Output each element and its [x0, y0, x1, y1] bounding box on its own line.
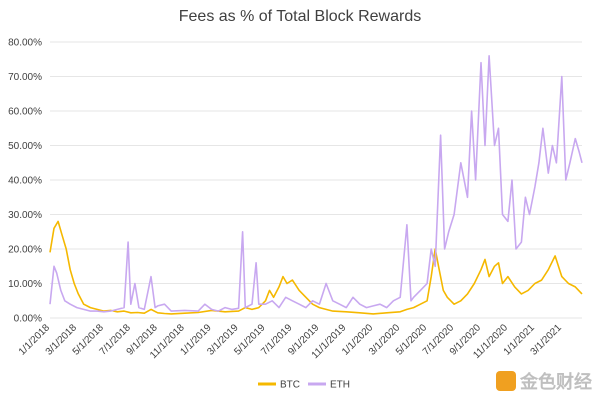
y-tick-label: 0.00%: [14, 314, 42, 325]
y-tick-label: 10.00%: [8, 279, 42, 290]
y-tick-label: 20.00%: [8, 245, 42, 256]
watermark-logo-icon: [496, 371, 516, 391]
chart-title: Fees as % of Total Block Rewards: [178, 8, 422, 25]
y-tick-label: 40.00%: [8, 176, 42, 187]
series-line-eth: [49, 55, 583, 313]
y-tick-label: 30.00%: [8, 210, 42, 221]
legend: BTC ETH: [258, 380, 350, 391]
y-tick-label: 70.00%: [8, 72, 42, 83]
series-line-btc: [49, 220, 583, 315]
y-tick-label: 60.00%: [8, 107, 42, 118]
series-layer: [49, 55, 583, 315]
watermark-text: 金色财经: [520, 372, 592, 393]
grid-lines: [50, 41, 582, 319]
legend-label-btc: BTC: [280, 380, 300, 391]
x-axis-labels: 1/1/20183/1/20185/1/20187/1/20189/1/2018…: [17, 322, 564, 361]
y-tick-label: 50.00%: [8, 141, 42, 152]
legend-label-eth: ETH: [330, 380, 350, 391]
y-axis-labels: 0.00% 10.00% 20.00% 30.00% 40.00% 50.00% 60.00…: [8, 38, 42, 325]
watermark: 金色财经: [496, 368, 592, 394]
y-tick-label: 80.00%: [8, 38, 42, 49]
